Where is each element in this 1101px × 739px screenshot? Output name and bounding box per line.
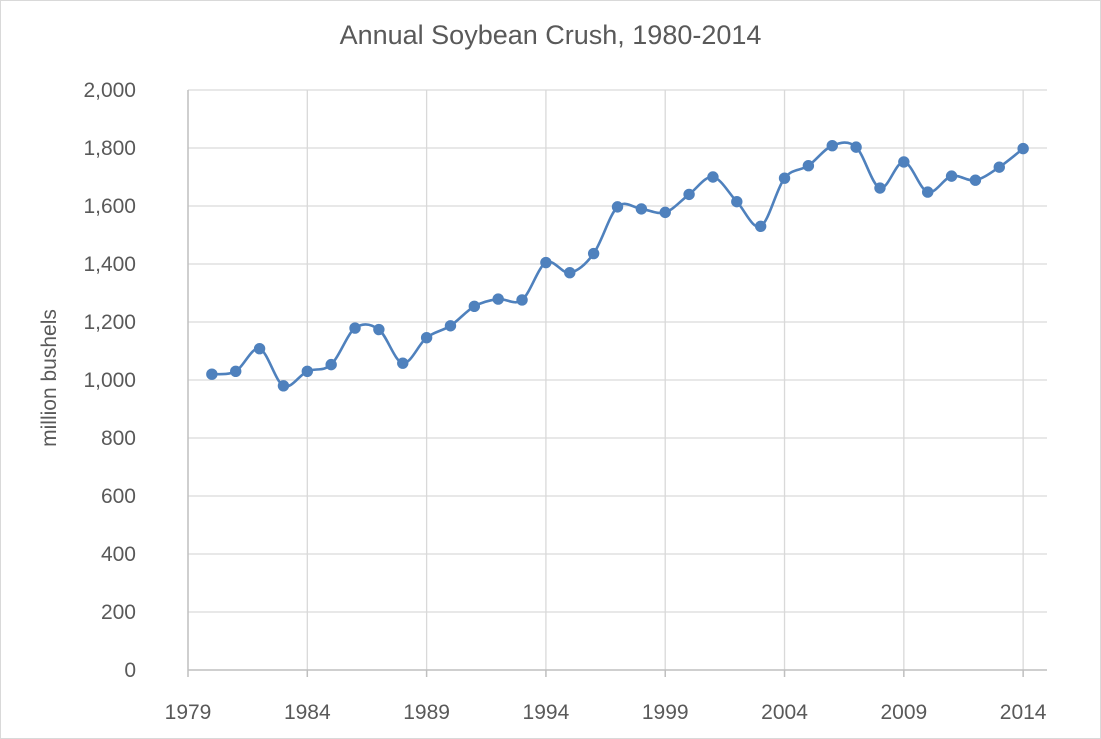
x-tick-label: 1999 <box>642 701 689 724</box>
data-point <box>206 368 218 380</box>
data-point <box>707 171 719 183</box>
data-point <box>444 320 457 332</box>
axes <box>187 90 1047 677</box>
chart-title: Annual Soybean Crush, 1980-2014 <box>339 20 762 50</box>
data-point <box>492 293 504 305</box>
y-tick-label: 1,000 <box>83 369 136 392</box>
x-tick-label: 2014 <box>1000 701 1047 724</box>
data-point <box>802 159 815 172</box>
data-point <box>993 161 1005 173</box>
gridlines <box>188 89 1047 670</box>
y-tick-label: 800 <box>101 427 136 450</box>
series-layer <box>206 139 1029 392</box>
x-tick-label: 2004 <box>761 701 808 724</box>
x-tick-label: 1994 <box>523 701 570 724</box>
y-tick-label: 1,600 <box>83 195 136 218</box>
x-tick-label: 1984 <box>284 701 331 724</box>
data-point <box>850 141 862 153</box>
tick-labels: 0 200 400 600 800 1,000 1,200 1,400 1,600 1,800 2,… <box>38 79 1047 724</box>
y-tick-label: 1,200 <box>83 311 136 334</box>
data-point <box>826 139 838 152</box>
data-point <box>945 170 958 182</box>
data-point <box>253 342 266 355</box>
data-point <box>659 206 671 219</box>
y-tick-label: 200 <box>101 601 136 624</box>
data-point <box>516 294 528 306</box>
data-point <box>969 174 982 186</box>
data-point <box>468 300 481 313</box>
data-point <box>397 357 409 369</box>
data-point <box>540 256 552 269</box>
y-tick-label: 2,000 <box>83 79 136 102</box>
data-point <box>754 220 767 233</box>
data-point <box>420 331 433 344</box>
x-tick-label: 1989 <box>403 701 450 724</box>
data-point <box>1017 142 1029 155</box>
y-tick-label: 1,400 <box>83 253 136 276</box>
data-point <box>277 380 290 392</box>
data-point <box>731 195 743 208</box>
data-point <box>778 172 791 184</box>
data-point <box>301 365 314 377</box>
data-point <box>230 365 242 377</box>
data-point <box>874 182 886 194</box>
y-axis-title: million bushels <box>38 309 61 447</box>
data-point <box>373 323 385 336</box>
y-tick-label: 400 <box>101 543 136 566</box>
y-tick-label: 1,800 <box>83 137 136 160</box>
data-point <box>921 186 934 198</box>
data-point <box>683 188 695 201</box>
y-tick-label: 600 <box>101 485 136 508</box>
data-point <box>349 322 361 334</box>
data-point <box>898 156 910 168</box>
x-tick-label: 2009 <box>880 701 927 724</box>
data-point <box>587 247 600 260</box>
x-tick-label: 1979 <box>165 701 212 724</box>
data-point <box>325 358 337 371</box>
data-point <box>564 267 576 279</box>
y-tick-label: 0 <box>124 659 136 682</box>
data-point <box>611 201 624 213</box>
data-point <box>635 203 648 215</box>
